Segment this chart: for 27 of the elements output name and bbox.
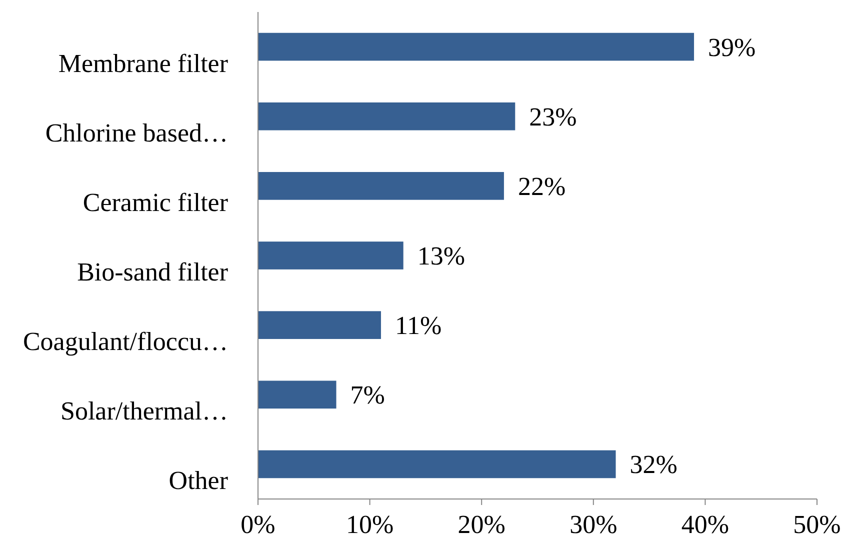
y-tick-label: Membrane filter <box>58 48 228 78</box>
y-tick-label: Coagulant/floccu… <box>22 327 228 356</box>
y-tick-label: Chlorine based… <box>45 118 228 148</box>
y-tick-label: Other <box>168 466 228 496</box>
data-label: 23% <box>529 102 577 132</box>
bar <box>258 32 694 61</box>
bar <box>258 380 336 409</box>
data-label: 22% <box>518 172 566 201</box>
bar <box>258 242 404 270</box>
data-label: 11% <box>394 311 442 340</box>
bar <box>258 311 381 339</box>
x-tick-label: 0% <box>240 510 276 539</box>
bar <box>258 172 504 200</box>
x-tick-label: 50% <box>793 510 841 539</box>
y-tick-label: Ceramic filter <box>82 188 228 217</box>
data-label: 32% <box>630 450 678 480</box>
data-label: 13% <box>417 242 466 270</box>
data-label: 39% <box>708 32 756 62</box>
y-tick-label: Solar/thermal… <box>60 396 228 426</box>
x-tick-label: 20% <box>458 510 506 539</box>
x-tick-label: 40% <box>681 510 730 539</box>
x-tick-label: 30% <box>570 510 618 539</box>
bar <box>258 102 516 130</box>
x-tick-label: 10% <box>346 510 394 539</box>
y-tick-label: Bio-sand filter <box>77 258 228 286</box>
bar <box>258 450 616 478</box>
data-label: 7% <box>350 380 385 410</box>
